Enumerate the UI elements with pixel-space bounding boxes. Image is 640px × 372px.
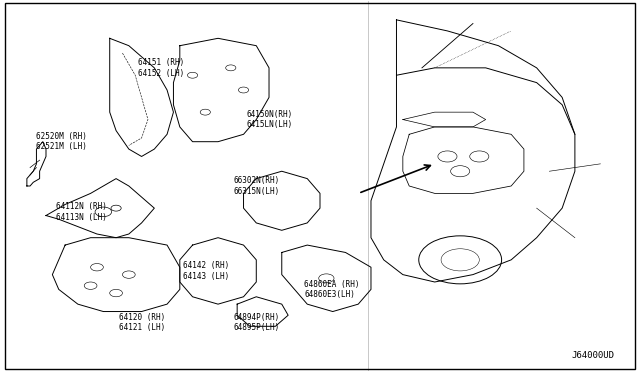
Text: 64894P(RH)
64895P(LH): 64894P(RH) 64895P(LH) — [234, 313, 280, 332]
Text: 64151 (RH)
64152 (LH): 64151 (RH) 64152 (LH) — [138, 58, 185, 77]
Text: 64150N(RH)
6415LN(LH): 64150N(RH) 6415LN(LH) — [246, 110, 293, 129]
Text: 64112N (RH)
64113N (LH): 64112N (RH) 64113N (LH) — [56, 202, 106, 222]
Text: J64000UD: J64000UD — [572, 351, 614, 360]
Text: 64120 (RH)
64121 (LH): 64120 (RH) 64121 (LH) — [119, 313, 166, 332]
Text: 64142 (RH)
64143 (LH): 64142 (RH) 64143 (LH) — [183, 261, 229, 280]
Text: 64860EA (RH)
64860E3(LH): 64860EA (RH) 64860E3(LH) — [304, 280, 360, 299]
Text: 62520M (RH)
62521M (LH): 62520M (RH) 62521M (LH) — [36, 132, 87, 151]
Text: 66302N(RH)
66315N(LH): 66302N(RH) 66315N(LH) — [234, 176, 280, 196]
